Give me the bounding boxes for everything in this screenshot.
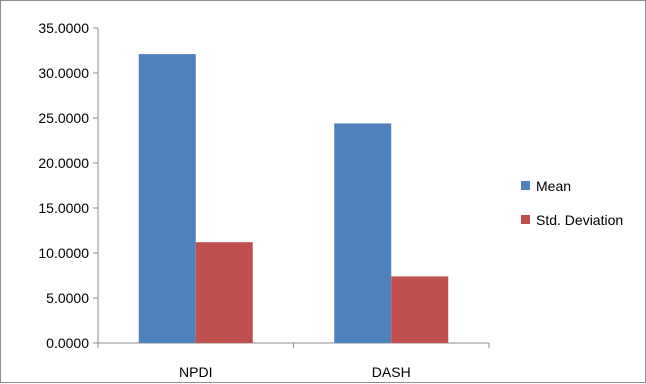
y-tick-label: 5.0000 (46, 290, 89, 306)
legend-swatch (521, 181, 530, 190)
y-tick-label: 30.0000 (38, 65, 89, 81)
x-tick-label: NPDI (179, 364, 212, 380)
bars (138, 54, 449, 344)
tick-labels: 0.0000 5.0000 10.0000 15.0000 20.0000 25.0000… (38, 20, 410, 380)
y-tick-label: 0.0000 (46, 335, 89, 351)
legend-swatch (521, 215, 530, 224)
x-tick-label: DASH (372, 364, 411, 380)
y-tick-label: 25.0000 (38, 110, 89, 126)
y-tick-label: 20.0000 (38, 155, 89, 171)
y-tick-label: 10.0000 (38, 245, 89, 261)
bar-mean-dash (334, 123, 392, 344)
bar-mean-npdi (138, 54, 196, 343)
y-tick-label: 15.0000 (38, 200, 89, 216)
bar-std-deviation-npdi (195, 242, 253, 343)
bar-std-deviation-dash (391, 276, 449, 343)
legend: Mean Std. Deviation (521, 178, 623, 228)
y-tick-label: 35.0000 (38, 20, 89, 36)
legend-label: Mean (536, 178, 571, 194)
legend-label: Std. Deviation (536, 212, 623, 228)
